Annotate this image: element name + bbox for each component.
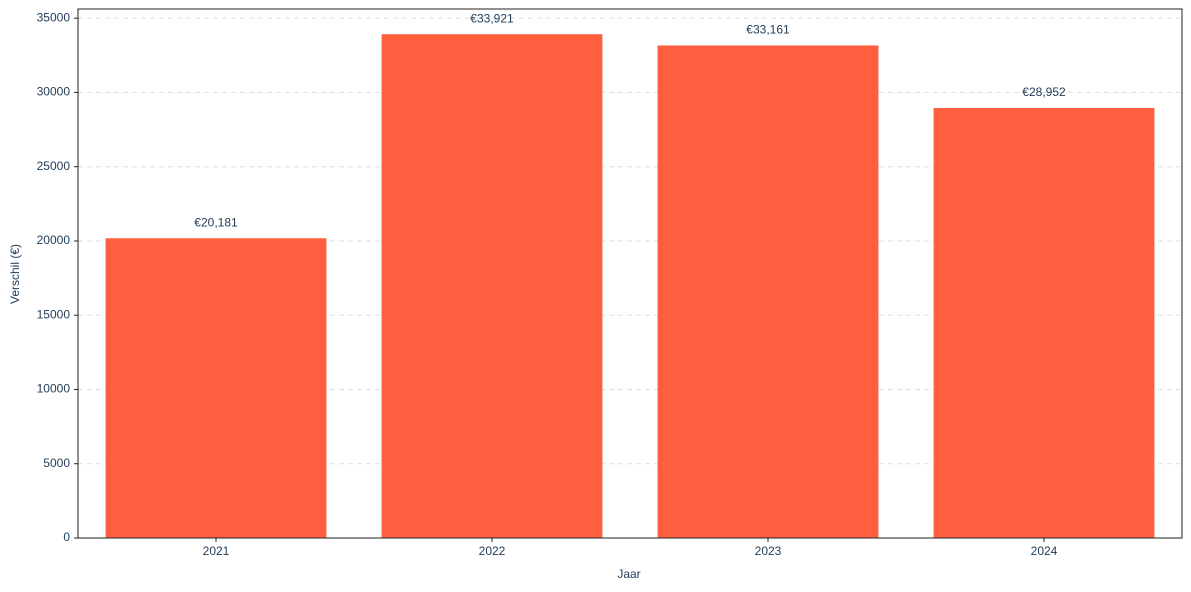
- bar: [381, 34, 603, 539]
- y-tick-label: 35000: [37, 10, 71, 24]
- y-tick-label: 20000: [37, 233, 71, 247]
- y-tick-label: 10000: [37, 382, 71, 396]
- x-tick-label: 2021: [203, 544, 230, 558]
- x-axis-label: Jaar: [617, 567, 640, 581]
- x-tick-label: 2022: [479, 544, 506, 558]
- y-axis-label: Verschil (€): [8, 244, 22, 304]
- value-label: €33,161: [746, 23, 790, 37]
- bar: [933, 107, 1155, 538]
- value-label: €20,181: [194, 215, 238, 229]
- y-tick-label: 30000: [37, 85, 71, 99]
- y-tick-label: 0: [63, 530, 70, 544]
- y-tick-label: 5000: [43, 456, 70, 470]
- bar: [657, 45, 879, 539]
- x-tick-label: 2024: [1031, 544, 1058, 558]
- y-tick-label: 25000: [37, 159, 71, 173]
- bar: [105, 238, 327, 538]
- value-label: €28,952: [1022, 85, 1066, 99]
- plot-frame: [77, 8, 1183, 539]
- y-tick-label: 15000: [37, 307, 71, 321]
- value-label: €33,921: [470, 11, 514, 25]
- x-tick-label: 2023: [755, 544, 782, 558]
